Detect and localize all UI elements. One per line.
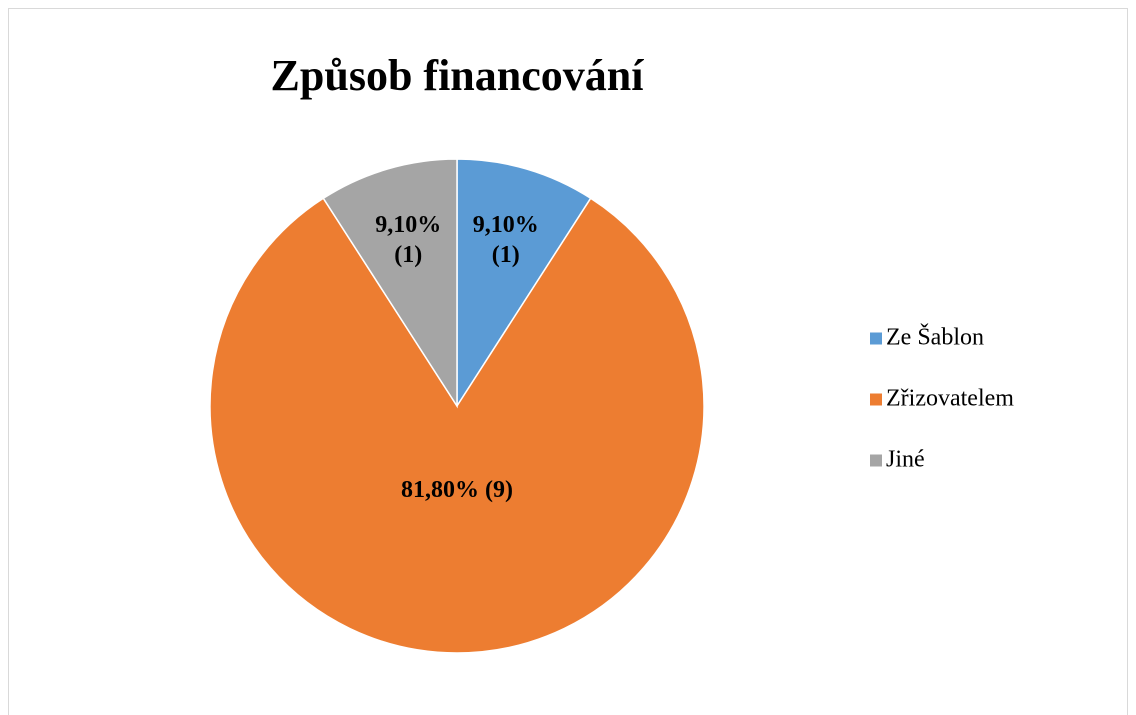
data-label: 9,10% (1) [472, 212, 539, 269]
data-label: 9,10% (1) [375, 212, 442, 269]
legend-label: Jiné [886, 446, 925, 473]
legend-swatch [870, 332, 882, 344]
legend-item: Jiné [870, 447, 925, 474]
legend-item: Zřizovatelem [870, 386, 1014, 413]
pie-slice [209, 197, 705, 654]
legend-label: Ze Šablon [886, 324, 984, 351]
legend-item: Ze Šablon [870, 325, 984, 352]
legend-swatch [870, 454, 882, 466]
pie-slice [322, 158, 458, 409]
legend-label: Zřizovatelem [886, 385, 1014, 412]
pie-slice [456, 158, 592, 409]
data-label: 81,80% (9) [401, 476, 513, 503]
chart-title: Způsob financování [271, 51, 645, 100]
legend-swatch [870, 393, 882, 405]
